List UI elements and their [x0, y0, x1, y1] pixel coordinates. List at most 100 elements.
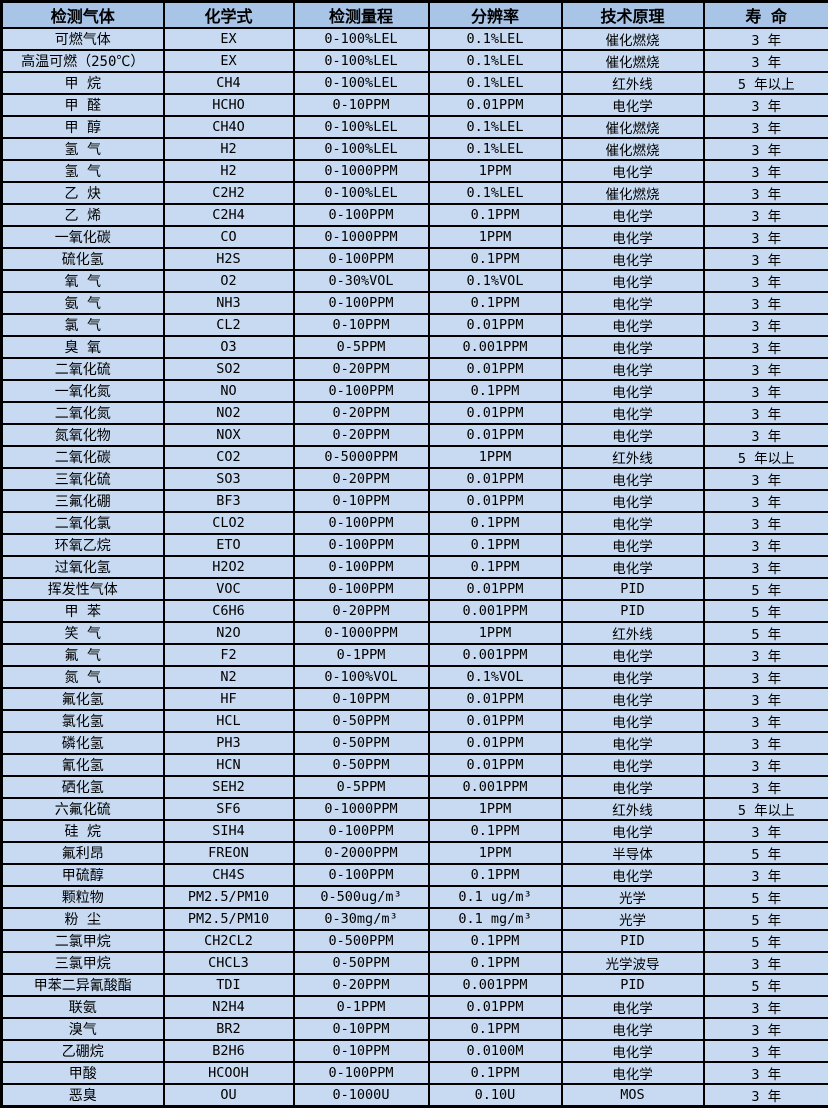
- resolution-cell: 0.1 mg/m³: [429, 908, 562, 930]
- chemical-formula-cell: CL2: [164, 314, 294, 336]
- chemical-formula-cell: PM2.5/PM10: [164, 886, 294, 908]
- chemical-formula-cell: BF3: [164, 490, 294, 512]
- lifespan-cell: 3 年: [704, 732, 828, 754]
- chemical-formula-cell: CH4S: [164, 864, 294, 886]
- resolution-cell: 0.1PPM: [429, 380, 562, 402]
- table-row: 甲苯二异氰酸酯 TDI 0-20PPM 0.001PPM PID 5 年: [2, 974, 828, 996]
- lifespan-cell: 5 年: [704, 930, 828, 952]
- table-row: 臭 氧 O3 0-5PPM 0.001PPM 电化学 3 年: [2, 336, 828, 358]
- tech-principle-cell: 电化学: [562, 270, 704, 292]
- table-row: 颗粒物 PM2.5/PM10 0-500ug/m³ 0.1 ug/m³ 光学 5…: [2, 886, 828, 908]
- gas-name-cell: 溴气: [2, 1018, 164, 1040]
- lifespan-cell: 3 年: [704, 996, 828, 1018]
- detection-range-cell: 0-100PPM: [294, 292, 429, 314]
- tech-principle-cell: 电化学: [562, 402, 704, 424]
- tech-principle-cell: 催化燃烧: [562, 28, 704, 50]
- resolution-cell: 1PPM: [429, 842, 562, 864]
- detection-range-cell: 0-1PPM: [294, 996, 429, 1018]
- detection-range-cell: 0-100PPM: [294, 512, 429, 534]
- lifespan-cell: 5 年以上: [704, 446, 828, 468]
- gas-name-cell: 氢 气: [2, 160, 164, 182]
- gas-name-cell: 硒化氢: [2, 776, 164, 798]
- lifespan-cell: 3 年: [704, 50, 828, 72]
- detection-range-cell: 0-1000PPM: [294, 160, 429, 182]
- chemical-formula-cell: CH2CL2: [164, 930, 294, 952]
- lifespan-cell: 3 年: [704, 666, 828, 688]
- chemical-formula-cell: SEH2: [164, 776, 294, 798]
- gas-name-cell: 三氟化硼: [2, 490, 164, 512]
- resolution-cell: 1PPM: [429, 798, 562, 820]
- lifespan-cell: 5 年: [704, 908, 828, 930]
- chemical-formula-cell: H2: [164, 138, 294, 160]
- detection-range-cell: 0-20PPM: [294, 974, 429, 996]
- tech-principle-cell: 半导体: [562, 842, 704, 864]
- gas-name-cell: 二氧化氯: [2, 512, 164, 534]
- table-row: 氟 气 F2 0-1PPM 0.001PPM 电化学 3 年: [2, 644, 828, 666]
- table-row: 高温可燃（250℃） EX 0-100%LEL 0.1%LEL 催化燃烧 3 年: [2, 50, 828, 72]
- table-row: 六氟化硫 SF6 0-1000PPM 1PPM 红外线 5 年以上: [2, 798, 828, 820]
- detection-range-cell: 0-100%LEL: [294, 72, 429, 94]
- table-row: 二氧化氮 NO2 0-20PPM 0.01PPM 电化学 3 年: [2, 402, 828, 424]
- tech-principle-cell: 红外线: [562, 798, 704, 820]
- lifespan-cell: 3 年: [704, 204, 828, 226]
- resolution-cell: 0.01PPM: [429, 468, 562, 490]
- detection-range-cell: 0-100%LEL: [294, 116, 429, 138]
- gas-name-cell: 硫化氢: [2, 248, 164, 270]
- gas-name-cell: 二氯甲烷: [2, 930, 164, 952]
- resolution-cell: 0.01PPM: [429, 402, 562, 424]
- gas-name-cell: 过氧化氢: [2, 556, 164, 578]
- chemical-formula-cell: NO2: [164, 402, 294, 424]
- tech-principle-cell: 催化燃烧: [562, 138, 704, 160]
- detection-range-cell: 0-500PPM: [294, 930, 429, 952]
- tech-principle-cell: 电化学: [562, 292, 704, 314]
- resolution-cell: 0.1PPM: [429, 820, 562, 842]
- gas-name-cell: 二氧化碳: [2, 446, 164, 468]
- tech-principle-cell: 电化学: [562, 754, 704, 776]
- chemical-formula-cell: H2O2: [164, 556, 294, 578]
- lifespan-cell: 3 年: [704, 556, 828, 578]
- detection-range-cell: 0-10PPM: [294, 314, 429, 336]
- lifespan-cell: 3 年: [704, 952, 828, 974]
- chemical-formula-cell: CHCL3: [164, 952, 294, 974]
- resolution-cell: 0.10U: [429, 1084, 562, 1107]
- tech-principle-cell: 电化学: [562, 732, 704, 754]
- lifespan-cell: 3 年: [704, 688, 828, 710]
- chemical-formula-cell: BR2: [164, 1018, 294, 1040]
- chemical-formula-cell: HCOOH: [164, 1062, 294, 1084]
- gas-name-cell: 三氧化硫: [2, 468, 164, 490]
- detection-range-cell: 0-1PPM: [294, 644, 429, 666]
- tech-principle-cell: 电化学: [562, 996, 704, 1018]
- lifespan-cell: 3 年: [704, 116, 828, 138]
- tech-principle-cell: 电化学: [562, 688, 704, 710]
- gas-name-cell: 可燃气体: [2, 28, 164, 50]
- tech-principle-cell: 电化学: [562, 358, 704, 380]
- resolution-cell: 0.1PPM: [429, 204, 562, 226]
- chemical-formula-cell: NO: [164, 380, 294, 402]
- tech-principle-cell: 光学: [562, 886, 704, 908]
- table-row: 硫化氢 H2S 0-100PPM 0.1PPM 电化学 3 年: [2, 248, 828, 270]
- gas-name-cell: 笑 气: [2, 622, 164, 644]
- table-row: 一氧化碳 CO 0-1000PPM 1PPM 电化学 3 年: [2, 226, 828, 248]
- table-row: 甲 苯 C6H6 0-20PPM 0.001PPM PID 5 年: [2, 600, 828, 622]
- detection-range-cell: 0-10PPM: [294, 94, 429, 116]
- resolution-cell: 0.001PPM: [429, 336, 562, 358]
- gas-name-cell: 甲 醛: [2, 94, 164, 116]
- table-row: 硒化氢 SEH2 0-5PPM 0.001PPM 电化学 3 年: [2, 776, 828, 798]
- gas-name-cell: 氢 气: [2, 138, 164, 160]
- lifespan-cell: 3 年: [704, 490, 828, 512]
- detection-range-cell: 0-100%LEL: [294, 182, 429, 204]
- resolution-cell: 0.1%LEL: [429, 182, 562, 204]
- detection-range-cell: 0-10PPM: [294, 1018, 429, 1040]
- chemical-formula-cell: O2: [164, 270, 294, 292]
- table-row: 可燃气体 EX 0-100%LEL 0.1%LEL 催化燃烧 3 年: [2, 28, 828, 50]
- detection-range-cell: 0-30mg/m³: [294, 908, 429, 930]
- table-row: 磷化氢 PH3 0-50PPM 0.01PPM 电化学 3 年: [2, 732, 828, 754]
- tech-principle-cell: 光学波导: [562, 952, 704, 974]
- gas-name-cell: 粉 尘: [2, 908, 164, 930]
- chemical-formula-cell: FREON: [164, 842, 294, 864]
- chemical-formula-cell: SO3: [164, 468, 294, 490]
- chemical-formula-cell: HCL: [164, 710, 294, 732]
- header-lifespan: 寿 命: [704, 2, 828, 29]
- tech-principle-cell: 光学: [562, 908, 704, 930]
- resolution-cell: 0.1PPM: [429, 930, 562, 952]
